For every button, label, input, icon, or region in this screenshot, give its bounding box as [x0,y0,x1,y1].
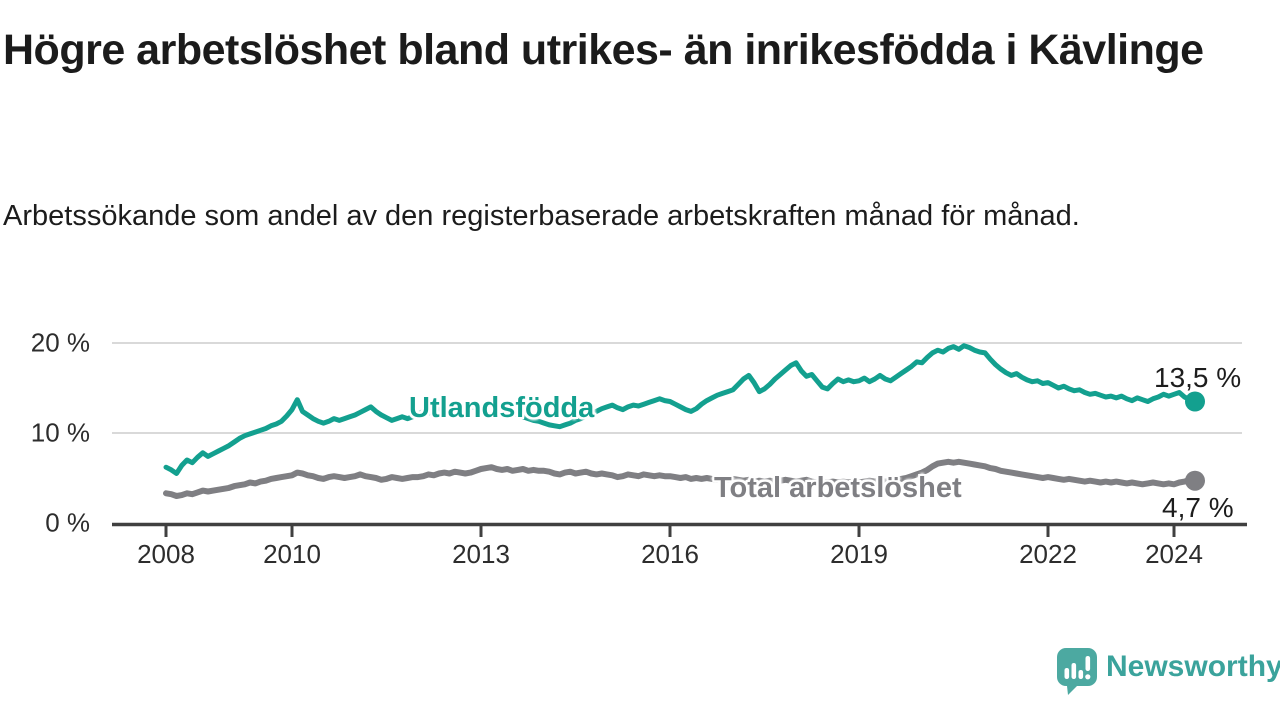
y-tick-label-10: 10 % [30,417,90,448]
series-end-dot-utlandsfodda [1185,391,1205,412]
y-tick-label-0: 0 % [45,507,90,538]
newsworthy-logo-icon [1057,648,1097,695]
series-label-total-arbetsloshet: Total arbetslöshet [714,472,962,504]
y-tick-label-20: 20 % [30,327,90,358]
series-line-total [163,458,1198,499]
brand-footer: Newsworthy [1056,647,1280,695]
series-end-dot-total [1185,470,1205,491]
brand-name: Newsworthy [1106,650,1280,683]
end-value-label-total: 4,7 % [1162,492,1234,523]
chart-title: Högre arbetslöshet bland utrikes- än inr… [3,26,1204,74]
x-tick-label-2019: 2019 [830,539,888,569]
x-tick-label-2010: 2010 [263,539,321,569]
x-tick-label-2016: 2016 [641,539,699,569]
x-tick-label-2013: 2013 [452,539,510,569]
series-line-utlandsfodda [163,343,1198,476]
chart-subtitle: Arbetssökande som andel av den registerb… [3,200,1080,232]
x-tick-label-2008: 2008 [137,539,195,569]
end-value-label-utlandsfodda: 13,5 % [1154,362,1242,393]
x-tick-label-2024: 2024 [1145,539,1203,569]
series-label-utlandsfodda: Utlandsfödda [409,392,595,424]
x-tick-label-2022: 2022 [1019,539,1077,569]
